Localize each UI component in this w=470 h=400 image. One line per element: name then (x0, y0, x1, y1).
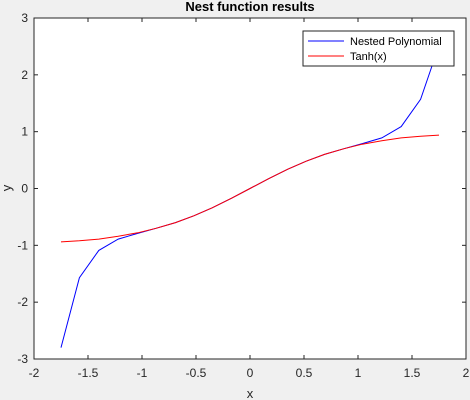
legend-label-nested-polynomial: Nested Polynomial (350, 36, 442, 48)
y-tick-label: 1 (21, 125, 28, 139)
x-tick-label: 0 (247, 366, 254, 380)
legend-box (302, 30, 455, 67)
x-tick-label: -1 (137, 366, 148, 380)
x-tick-label: -0.5 (186, 366, 207, 380)
x-tick-label: 0.5 (296, 366, 313, 380)
x-tick-label: 1 (355, 366, 362, 380)
legend-label-tanh: Tanh(x) (350, 51, 387, 63)
y-tick-label: 3 (21, 11, 28, 25)
y-tick-label: -2 (17, 295, 28, 309)
y-tick-label: 2 (21, 68, 28, 82)
x-tick-label: 2 (463, 366, 470, 380)
y-tick-label: -1 (17, 238, 28, 252)
x-axis-label: x (247, 386, 254, 400)
y-axis-label: y (0, 184, 14, 191)
y-axis: -3 -2 -1 0 1 2 3 (17, 11, 466, 366)
series-line-tanh (60, 134, 440, 243)
chart-title: Nest function results (185, 0, 314, 14)
x-axis: -2 -1.5 -1 -0.5 0 0.5 1 1.5 2 (29, 18, 470, 380)
legend: Nested Polynomial Tanh(x) (302, 30, 455, 67)
x-tick-label: -2 (29, 366, 40, 380)
y-tick-label: 0 (21, 182, 28, 196)
y-tick-label: -3 (17, 352, 28, 366)
x-tick-label: -1.5 (78, 366, 99, 380)
series-layer (60, 54, 440, 348)
x-tick-label: 1.5 (404, 366, 421, 380)
